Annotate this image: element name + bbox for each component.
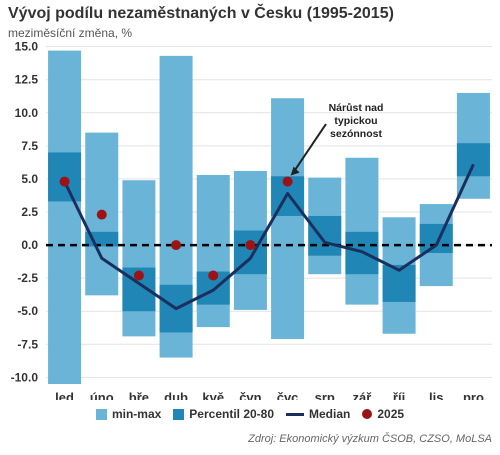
point-2025 — [245, 240, 256, 251]
x-tick-label: kvě — [202, 390, 224, 400]
legend-swatch-percentile — [173, 408, 185, 420]
legend-label-min-max: min-max — [111, 407, 162, 421]
point-2025 — [96, 209, 107, 220]
legend-item-percentile: Percentil 20-80 — [173, 407, 274, 421]
x-tick-label: lis — [429, 390, 443, 400]
annotation-arrowhead — [290, 166, 300, 176]
legend-swatch-2025 — [362, 409, 373, 419]
y-tick-label: 15.0 — [15, 40, 39, 54]
x-tick-label: dub — [164, 390, 188, 400]
y-tick-label: 10.0 — [15, 106, 39, 120]
legend-swatch-median — [286, 412, 305, 416]
y-tick-label: -2.5 — [17, 271, 38, 285]
legend-item-median: Median — [286, 407, 350, 421]
chart-title: Vývoj podílu nezaměstnaných v Česku (199… — [8, 5, 394, 22]
annotation-arrow — [291, 123, 327, 175]
y-tick-label: 5.0 — [21, 172, 38, 186]
x-tick-label: bře — [129, 390, 149, 400]
x-tick-label: led — [55, 390, 74, 400]
point-2025 — [59, 176, 70, 187]
x-tick-label: srp — [315, 390, 335, 400]
legend-swatch-min-max — [95, 408, 107, 420]
y-tick-label: -7.5 — [17, 337, 38, 351]
x-tick-label: čvc — [277, 390, 299, 400]
annotation-text: Nárůst nad — [329, 102, 384, 114]
x-tick-label: úno — [90, 390, 114, 400]
bar-percentile — [308, 215, 342, 256]
chart-plot: -10.0 -7.5 -5.0 -2.5 0.0 2.5 5.0 7.5 10.0 12.5 15.… — [11, 40, 492, 400]
legend-label-percentile: Percentil 20-80 — [189, 407, 275, 421]
bar-percentile — [419, 223, 453, 254]
y-tick-label: 7.5 — [21, 139, 38, 153]
point-2025 — [282, 176, 293, 187]
y-tick-label: 0.0 — [21, 238, 38, 252]
annotation-text: sezónnost — [330, 128, 382, 140]
legend-label-2025: 2025 — [377, 407, 405, 421]
legend-item-2025: 2025 — [362, 407, 404, 421]
x-tick-label: říj — [393, 390, 405, 400]
median-line — [63, 163, 475, 311]
x-tick-label: pro — [463, 390, 484, 400]
annotation-text: typickou — [334, 115, 377, 127]
bar-min-max — [271, 98, 305, 340]
chart-subtitle: meziměsíční změna, % — [8, 26, 133, 40]
bar-min-max — [122, 180, 156, 337]
source-note: Zdroj: Ekonomický výzkum ČSOB, CZSO, MoL… — [248, 433, 492, 445]
legend-item-min-max: min-max — [95, 407, 162, 421]
x-tick-label: zář — [353, 390, 373, 400]
y-tick-label: 2.5 — [21, 205, 38, 219]
x-tick-label: čvn — [239, 390, 261, 400]
point-2025 — [133, 270, 144, 281]
bar-percentile — [456, 143, 490, 177]
legend-label-median: Median — [309, 407, 351, 421]
point-2025 — [171, 240, 182, 251]
y-tick-label: -5.0 — [17, 304, 38, 318]
point-2025 — [208, 270, 219, 281]
bar-min-max — [48, 50, 82, 384]
chart-legend: min-max Percentil 20-80 Median 2025 — [0, 407, 500, 421]
y-tick-label: -10.0 — [11, 370, 39, 384]
bar-min-max — [345, 157, 379, 305]
y-tick-label: 12.5 — [15, 73, 39, 87]
